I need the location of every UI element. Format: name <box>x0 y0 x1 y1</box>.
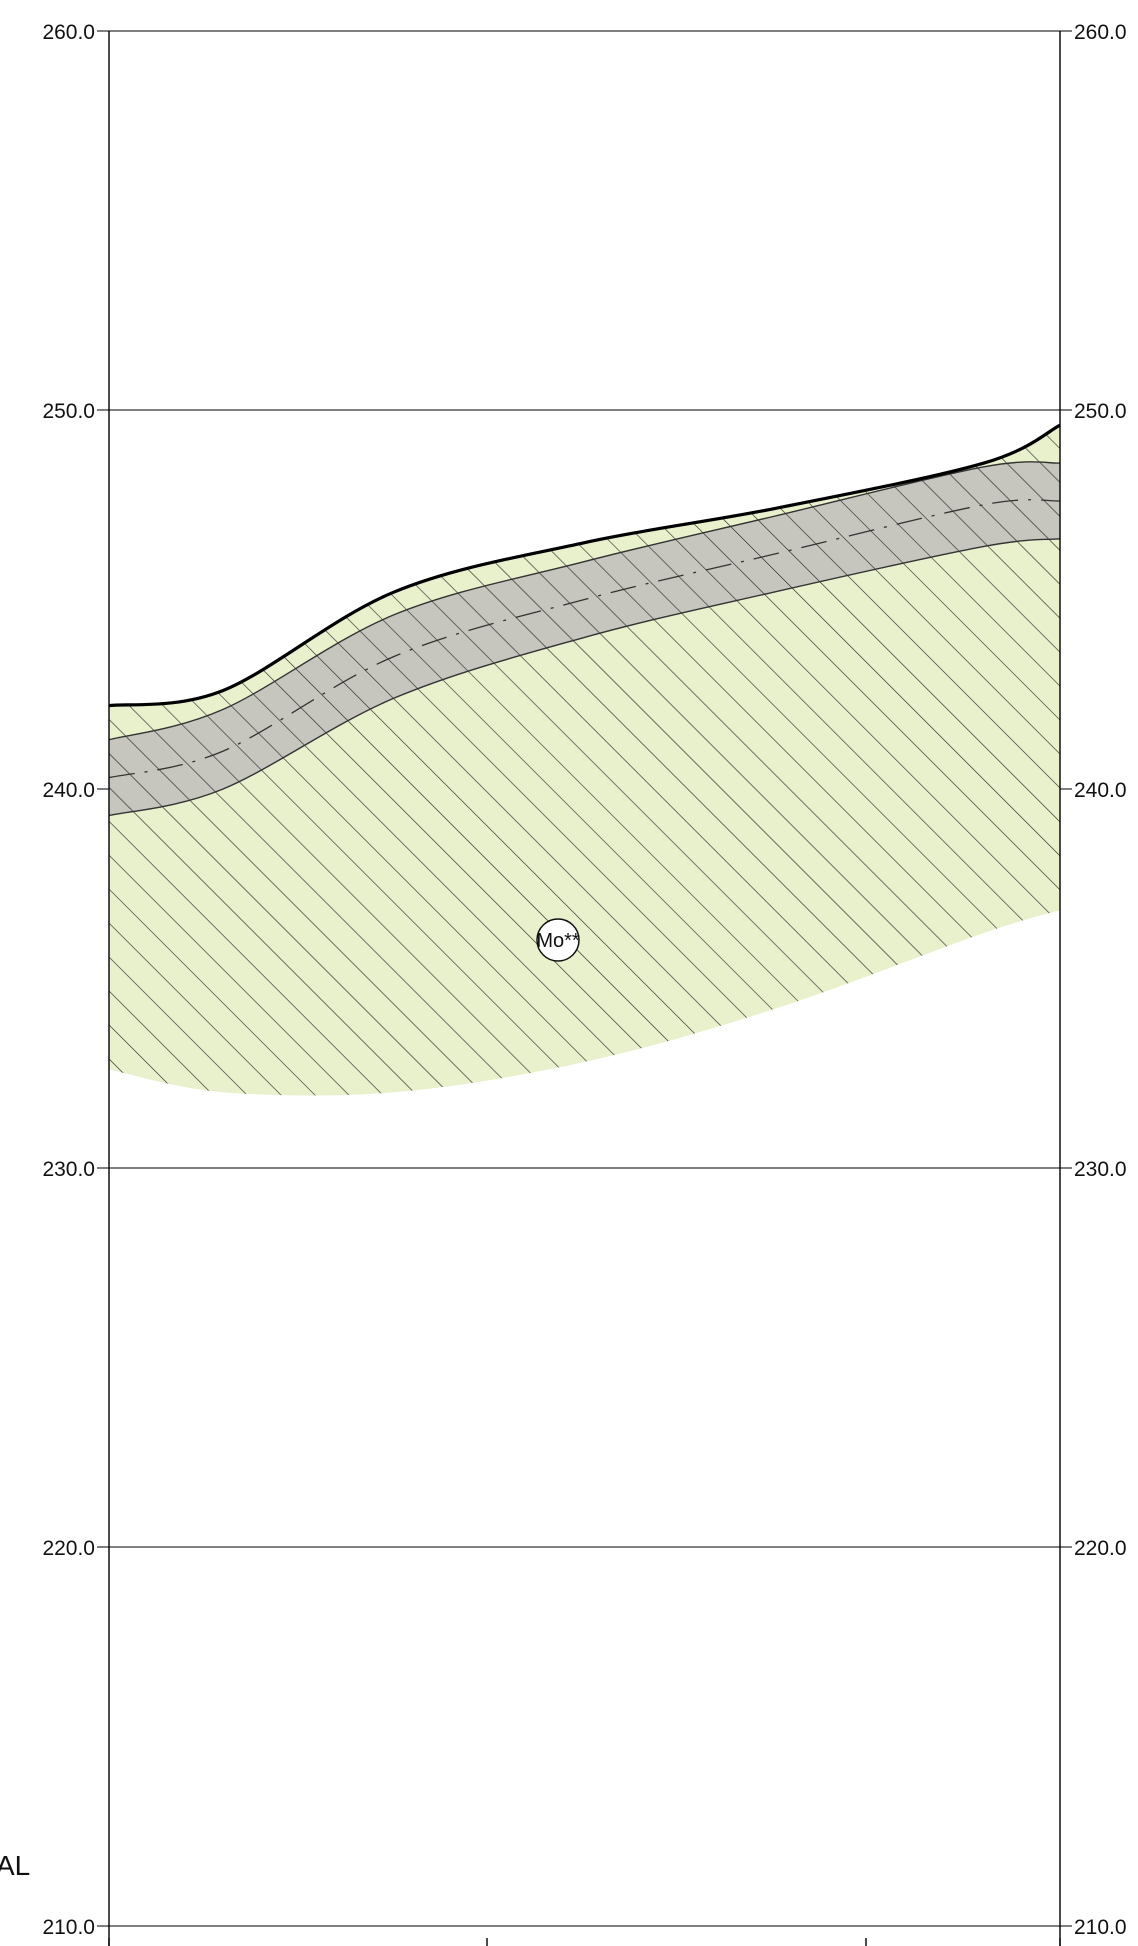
band-lower-line <box>108 538 1061 817</box>
elevation-label-left: 210.0 <box>42 1916 95 1939</box>
ground-surface-line <box>108 423 1061 708</box>
elevation-label-left: 230.0 <box>42 1158 95 1181</box>
section-frame <box>108 31 1061 1946</box>
elevation-label-right: 210.0 <box>1074 1916 1127 1939</box>
ground-surface <box>108 423 1061 708</box>
band-centerline <box>108 499 1061 779</box>
edge-label: AL <box>0 1850 30 1881</box>
left-elevation-labels: 260.0 250.0 240.0 230.0 220.0 210.0 <box>42 21 95 1939</box>
band-upper-line <box>108 461 1061 741</box>
unit-label-text: Mo** <box>536 930 580 952</box>
unit-label-circle <box>536 918 580 962</box>
unit-label-marker: Mo** <box>536 918 580 962</box>
elevation-label-right: 240.0 <box>1074 779 1127 802</box>
right-elevation-labels: 260.0 250.0 240.0 230.0 220.0 210.0 <box>1074 21 1127 1939</box>
weathered-band <box>108 425 1061 1096</box>
elevation-label-right: 260.0 <box>1074 21 1127 44</box>
elevation-label-right: 220.0 <box>1074 1537 1127 1560</box>
elevation-label-left: 260.0 <box>42 21 95 44</box>
elevation-label-left: 240.0 <box>42 779 95 802</box>
elevation-label-right: 250.0 <box>1074 400 1127 423</box>
unit-hatch <box>109 425 1060 1096</box>
elevation-label-left: 220.0 <box>42 1537 95 1560</box>
elevation-label-right: 230.0 <box>1074 1158 1127 1181</box>
elevation-label-left: 250.0 <box>42 400 95 423</box>
